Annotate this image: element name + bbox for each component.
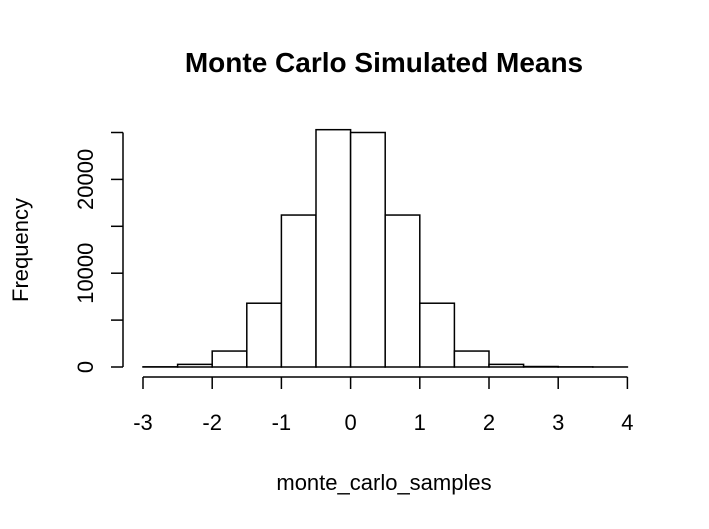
histogram-bar — [488, 363, 525, 368]
histogram-bar — [315, 128, 352, 368]
x-tick-label: 4 — [621, 410, 633, 435]
chart-title: Monte Carlo Simulated Means — [185, 47, 583, 78]
x-tick-label: -2 — [202, 410, 222, 435]
x-axis: -3 -2 -1 0 1 2 3 4 — [133, 376, 634, 435]
x-tick-label: -3 — [133, 410, 153, 435]
histogram-bar — [246, 302, 283, 368]
y-tick-label: 10000 — [73, 243, 98, 304]
histogram-bar — [176, 363, 213, 368]
x-tick-label: 0 — [344, 410, 356, 435]
y-axis-label: Frequency — [8, 198, 33, 302]
x-tick-label: 3 — [552, 410, 564, 435]
x-tick-label: 1 — [414, 410, 426, 435]
histogram-bar — [280, 214, 317, 368]
x-tick-label: 2 — [483, 410, 495, 435]
y-axis: 0 10000 20000 — [73, 131, 124, 373]
histogram-bar — [211, 350, 248, 368]
histogram-bar — [349, 131, 386, 368]
y-tick-label: 20000 — [73, 149, 98, 210]
x-axis-label: monte_carlo_samples — [276, 470, 491, 495]
x-tick-label: -1 — [272, 410, 292, 435]
y-tick-label: 0 — [73, 361, 98, 373]
bars-group — [142, 128, 629, 368]
histogram-bar — [453, 350, 490, 368]
histogram-bar — [384, 214, 421, 368]
histogram-bar — [419, 302, 456, 368]
